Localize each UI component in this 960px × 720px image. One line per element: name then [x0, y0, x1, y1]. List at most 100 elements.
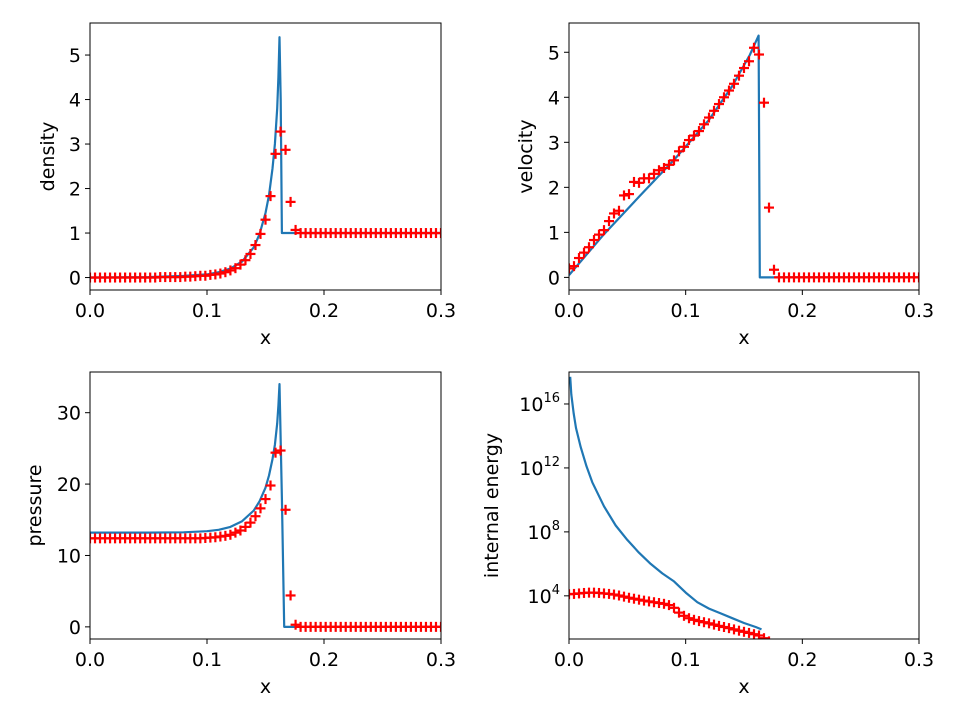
x-tick-label: 0.1 [192, 300, 222, 322]
data-point-marker [739, 626, 749, 637]
data-point-marker [608, 208, 619, 219]
data-point-marker [768, 264, 779, 275]
data-point-marker [604, 216, 615, 227]
data-point-marker [270, 447, 281, 458]
data-point-marker [275, 445, 286, 456]
chart-panel: 0.0 0.1 0.2 0.3 0 10 20 30 x pressure [24, 371, 456, 698]
y-tick-label: 20 [57, 474, 81, 496]
data-point-marker [285, 196, 296, 207]
data-point-marker [704, 618, 714, 629]
data-point-marker [280, 504, 291, 515]
data-point-marker [240, 255, 251, 266]
data-point-marker [255, 503, 266, 514]
data-point-marker [733, 625, 744, 636]
data-point-marker [684, 135, 695, 146]
data-point-marker [914, 272, 919, 283]
data-point-marker [643, 173, 654, 184]
data-point-marker [719, 92, 730, 103]
data-point-marker [669, 155, 679, 166]
data-point-marker [744, 627, 755, 638]
x-tick-label: 0.1 [671, 649, 701, 671]
x-tick-label: 0.2 [309, 300, 339, 322]
data-point-marker [684, 613, 695, 624]
y-tick-label: 30 [57, 403, 81, 425]
data-point-marker [255, 228, 266, 239]
data-point-marker [589, 235, 600, 246]
y-tick-label: 5 [69, 45, 81, 67]
data-point-marker [729, 78, 740, 89]
plot-area [90, 36, 441, 283]
data-point-marker [245, 248, 256, 259]
y-tick-exponent: 4 [552, 583, 560, 598]
x-axis-label: x [738, 676, 749, 698]
data-point-marker [688, 614, 699, 625]
data-point-marker [758, 97, 769, 108]
data-point-marker [250, 240, 261, 251]
data-point-marker [663, 600, 674, 611]
data-point-marker [688, 130, 699, 141]
y-tick-label: 0 [69, 617, 81, 639]
chart-panel: 0.0 0.1 0.2 0.3 0 1 2 3 4 5 x density [37, 22, 456, 349]
y-tick-label: 1 [69, 223, 81, 245]
x-tick-label: 0.2 [787, 649, 817, 671]
y-tick-label: 1012 [519, 455, 560, 480]
plot-area [569, 376, 771, 639]
data-point-marker [704, 112, 714, 123]
y-tick-base: 10 [519, 458, 543, 480]
data-point-marker [436, 621, 441, 632]
data-point-marker [265, 480, 276, 491]
data-point-marker [678, 141, 689, 152]
data-point-marker [599, 225, 609, 236]
x-tick-label: 0.0 [75, 300, 105, 322]
data-point-marker [618, 190, 629, 201]
x-tick-label: 0.0 [75, 649, 105, 671]
x-axis-label: x [260, 676, 271, 698]
y-tick-label: 10 [57, 545, 81, 567]
data-point-marker [659, 598, 670, 609]
y-axis-label: velocity [515, 119, 537, 193]
data-point-marker [436, 228, 441, 239]
data-point-marker [275, 126, 286, 137]
data-point-marker [235, 525, 246, 536]
data-point-marker [240, 521, 251, 532]
data-point-marker [694, 616, 705, 627]
x-tick-label: 0.3 [904, 649, 934, 671]
y-tick-label: 3 [548, 132, 560, 154]
axes-frame [568, 22, 920, 291]
y-tick-label: 2 [548, 177, 560, 199]
x-tick-label: 0.0 [554, 649, 584, 671]
data-point-marker [614, 205, 625, 216]
x-tick-label: 0.1 [671, 300, 701, 322]
plot-area [569, 34, 919, 283]
data-point-marker [265, 191, 276, 202]
data-point-marker [225, 529, 236, 540]
x-axis-label: x [738, 327, 749, 349]
data-point-marker [713, 99, 724, 110]
data-point-marker [290, 224, 301, 235]
y-tick-label: 108 [528, 519, 560, 544]
data-point-marker [674, 146, 685, 157]
plot-area [90, 383, 441, 632]
y-tick-label: 104 [528, 583, 560, 608]
data-point-marker [758, 633, 769, 639]
data-point-marker [250, 511, 261, 522]
data-point-marker [748, 629, 759, 639]
y-tick-label: 2 [69, 179, 81, 201]
y-tick-label: 4 [548, 87, 560, 109]
y-tick-label: 1016 [519, 391, 560, 416]
data-point-marker [634, 177, 644, 188]
data-point-marker [723, 85, 734, 96]
x-tick-label: 0.3 [426, 300, 456, 322]
data-point-marker [235, 259, 246, 270]
y-tick-label: 0 [548, 267, 560, 289]
y-axis-label: pressure [24, 464, 46, 546]
series-line [90, 383, 441, 629]
x-tick-label: 0.1 [192, 649, 222, 671]
y-axis-label: internal energy [481, 433, 503, 578]
data-point-marker [260, 214, 271, 225]
data-point-marker [729, 624, 740, 635]
data-point-marker [618, 591, 629, 602]
data-point-marker [669, 602, 679, 613]
y-tick-label: 3 [69, 134, 81, 156]
